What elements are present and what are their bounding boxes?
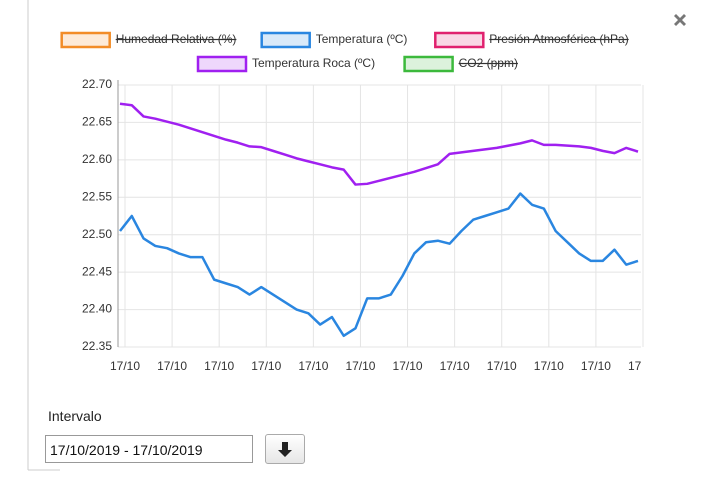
y-tick-label: 22.45	[82, 264, 112, 278]
x-tick-label: 17/10	[251, 359, 281, 373]
x-tick-label: 17/10	[628, 359, 658, 373]
legend-label: Presión Atmosférica (hPa)	[489, 32, 628, 46]
x-axis-labels: 17/10 17/10 17/10 17/10 17/10 17/10 17/10 17/10…	[110, 359, 658, 373]
date-range-input[interactable]: 17/10/2019 - 17/10/2019	[45, 435, 253, 463]
x-tick-label: 17/10	[487, 359, 517, 373]
legend-swatch	[434, 31, 485, 49]
x-tick-label: 17/10	[345, 359, 375, 373]
x-tick-label: 17/10	[581, 359, 611, 373]
legend-item[interactable]: CO2 (ppm)	[403, 55, 518, 73]
y-tick-label: 22.70	[82, 77, 112, 91]
x-tick-label: 17/10	[204, 359, 234, 373]
x-tick-label: 17/10	[110, 359, 140, 373]
interval-label: Intervalo	[48, 408, 102, 424]
legend-swatch	[60, 31, 111, 49]
legend-swatch	[403, 55, 454, 73]
y-tick-label: 22.50	[82, 227, 112, 241]
x-tick-label: 17/10	[440, 359, 470, 373]
y-tick-label: 22.40	[82, 302, 112, 316]
y-tick-label: 22.55	[82, 189, 112, 203]
x-tick-label: 17/10	[393, 359, 423, 373]
series-line	[119, 102, 639, 186]
legend-item[interactable]: Temperatura (ºC)	[260, 31, 408, 49]
y-tick-label: 22.65	[82, 115, 112, 129]
x-tick-label: 17/10	[298, 359, 328, 373]
series-line	[119, 192, 639, 338]
legend-label: Humedad Relativa (%)	[116, 32, 237, 46]
legend-item[interactable]: Presión Atmosférica (hPa)	[434, 31, 629, 49]
legend-item[interactable]: Humedad Relativa (%)	[60, 31, 237, 49]
y-tick-label: 22.60	[82, 152, 112, 166]
download-button[interactable]	[265, 434, 305, 464]
y-tick-label: 22.35	[82, 339, 112, 353]
x-tick-label: 17/10	[534, 359, 564, 373]
close-button[interactable]	[674, 14, 686, 26]
legend-swatch	[196, 55, 248, 73]
legend-item[interactable]: Temperatura Roca (ºC)	[196, 55, 375, 73]
legend-label: Temperatura Roca (ºC)	[252, 56, 375, 70]
x-tick-label: 17/10	[157, 359, 187, 373]
legend-swatch	[260, 31, 311, 49]
legend-label: CO2 (ppm)	[459, 56, 518, 70]
close-icon[interactable]	[674, 14, 686, 26]
download-icon[interactable]	[266, 435, 304, 463]
legend-label: Temperatura (ºC)	[316, 32, 408, 46]
